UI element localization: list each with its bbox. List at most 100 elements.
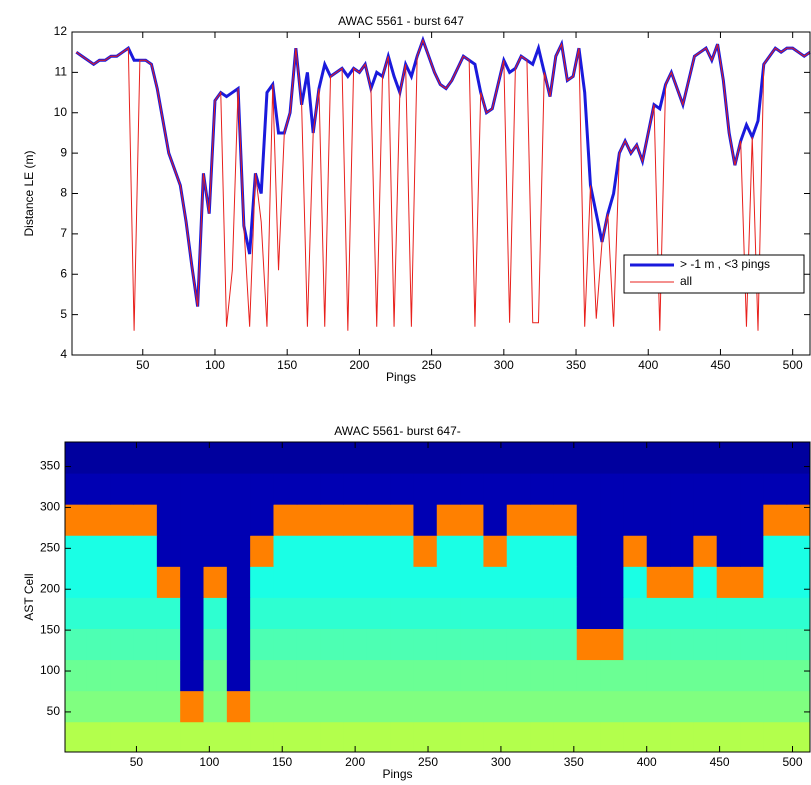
heat-cell bbox=[740, 597, 764, 629]
heat-cell bbox=[203, 721, 228, 753]
y-tick-label: 11 bbox=[55, 65, 68, 79]
heat-cell bbox=[576, 690, 601, 723]
y-tick-label: 5 bbox=[60, 307, 67, 321]
y-axis-label: AST Cell bbox=[22, 573, 36, 620]
heat-cell bbox=[506, 442, 531, 474]
y-tick-label: 50 bbox=[47, 704, 61, 718]
heat-cell bbox=[133, 690, 158, 723]
heat-cell bbox=[670, 442, 694, 474]
heat-cell bbox=[366, 473, 391, 505]
heat-cell bbox=[366, 659, 391, 692]
heat-cell bbox=[763, 504, 788, 536]
heat-cell bbox=[483, 690, 508, 723]
y-tick-label: 350 bbox=[40, 459, 60, 473]
heat-cell bbox=[413, 535, 438, 567]
heat-cell bbox=[483, 442, 508, 474]
heat-cell bbox=[623, 504, 648, 536]
x-axis-label: Pings bbox=[386, 370, 416, 384]
heat-cell bbox=[203, 504, 228, 536]
heat-cell bbox=[320, 721, 344, 753]
heat-cell bbox=[646, 721, 671, 753]
heat-cell bbox=[646, 504, 671, 536]
heat-cell bbox=[553, 504, 578, 536]
heat-cell bbox=[180, 473, 205, 505]
heat-cell bbox=[366, 566, 391, 598]
heat-cell bbox=[366, 628, 391, 661]
heat-cell bbox=[203, 597, 228, 629]
heat-cell bbox=[646, 566, 671, 598]
heat-cell bbox=[436, 566, 461, 598]
heat-cell bbox=[296, 504, 321, 536]
heat-cell bbox=[366, 597, 391, 629]
heat-cell bbox=[646, 690, 671, 723]
heat-cell bbox=[763, 659, 788, 692]
heat-cell bbox=[553, 690, 578, 723]
heat-cell bbox=[86, 597, 111, 629]
heat-cell bbox=[86, 504, 111, 536]
x-tick-label: 350 bbox=[564, 755, 584, 769]
heat-cell bbox=[530, 504, 554, 536]
heat-cell bbox=[623, 628, 648, 661]
heat-cell bbox=[366, 504, 391, 536]
x-tick-label: 300 bbox=[491, 755, 511, 769]
heat-cell bbox=[296, 566, 321, 598]
heat-cell bbox=[716, 597, 741, 629]
heat-cell bbox=[786, 628, 811, 661]
x-tick-label: 500 bbox=[782, 755, 802, 769]
heat-cell bbox=[156, 442, 181, 474]
heat-cell bbox=[600, 504, 624, 536]
heat-cell bbox=[110, 442, 135, 474]
x-tick-label: 50 bbox=[130, 755, 144, 769]
heat-cell bbox=[436, 690, 461, 723]
chart-title: AWAC 5561- burst 647- bbox=[334, 424, 461, 438]
heat-cell bbox=[436, 659, 461, 692]
heat-cell bbox=[460, 721, 484, 753]
heat-cell bbox=[576, 597, 601, 629]
heat-cell bbox=[763, 628, 788, 661]
heat-cell bbox=[226, 659, 251, 692]
heat-cell bbox=[133, 473, 158, 505]
heat-cell bbox=[296, 690, 321, 723]
heat-cell bbox=[226, 597, 251, 629]
x-tick-label: 400 bbox=[638, 358, 658, 372]
heat-cell bbox=[203, 473, 228, 505]
heat-cell bbox=[156, 690, 181, 723]
heat-cell bbox=[553, 628, 578, 661]
heat-cell bbox=[343, 721, 368, 753]
heat-cell bbox=[413, 566, 438, 598]
heat-cell bbox=[670, 504, 694, 536]
heat-cell bbox=[156, 535, 181, 567]
heat-cell bbox=[273, 442, 298, 474]
chart-title: AWAC 5561 - burst 647 bbox=[338, 14, 464, 28]
heat-cell bbox=[786, 659, 811, 692]
heat-cell bbox=[320, 473, 344, 505]
heat-cell bbox=[180, 659, 205, 692]
heat-cell bbox=[693, 473, 718, 505]
x-tick-label: 50 bbox=[136, 358, 150, 372]
heat-cell bbox=[646, 628, 671, 661]
heat-cell bbox=[600, 659, 624, 692]
heat-cell bbox=[786, 504, 811, 536]
heat-cell bbox=[86, 628, 111, 661]
heat-cell bbox=[693, 504, 718, 536]
heat-cell bbox=[530, 628, 554, 661]
heat-cell bbox=[460, 597, 484, 629]
heat-cell bbox=[436, 473, 461, 505]
x-tick-label: 100 bbox=[199, 755, 219, 769]
heat-cell bbox=[740, 473, 764, 505]
heat-cell bbox=[250, 690, 274, 723]
heat-cell bbox=[646, 442, 671, 474]
y-tick-label: 250 bbox=[40, 541, 60, 555]
x-tick-label: 200 bbox=[349, 358, 369, 372]
heat-cell bbox=[646, 473, 671, 505]
heat-cell bbox=[693, 721, 718, 753]
heat-cell bbox=[65, 721, 88, 753]
heat-cell bbox=[553, 473, 578, 505]
heat-cell bbox=[623, 566, 648, 598]
heat-cell bbox=[646, 535, 671, 567]
heat-cell bbox=[740, 442, 764, 474]
heat-cell bbox=[530, 690, 554, 723]
heat-cell bbox=[413, 597, 438, 629]
heat-cell bbox=[506, 597, 531, 629]
heat-cell bbox=[670, 473, 694, 505]
